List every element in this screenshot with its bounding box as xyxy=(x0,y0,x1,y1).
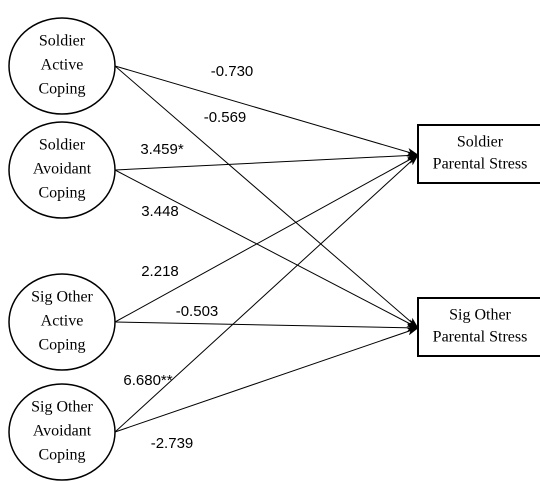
path-coefficient: 2.218 xyxy=(141,263,179,280)
path-coefficient: 3.448 xyxy=(141,203,179,220)
predictor-label: Coping xyxy=(38,81,85,98)
path-arrow xyxy=(114,65,419,329)
path-arrow xyxy=(114,169,419,329)
predictor-label: Coping xyxy=(38,337,85,354)
predictor-label: Active xyxy=(41,57,84,74)
path-coefficient: -0.503 xyxy=(176,303,219,320)
path-coefficient: -2.739 xyxy=(151,435,194,452)
path-arrow xyxy=(114,151,419,171)
path-arrow xyxy=(114,321,419,332)
predictor-label: Sig Other xyxy=(31,289,93,306)
predictor-node xyxy=(8,383,116,481)
predictor-node xyxy=(8,17,116,115)
predictor-label: Soldier xyxy=(39,33,86,50)
path-arrow xyxy=(114,154,419,323)
path-arrow xyxy=(114,65,419,156)
predictor-label: Soldier xyxy=(39,137,86,154)
path-coefficient: -0.730 xyxy=(211,63,254,80)
predictor-label: Coping xyxy=(38,185,85,202)
path-arrow xyxy=(114,154,419,433)
predictor-label: Active xyxy=(41,313,84,330)
outcome-box xyxy=(417,297,540,357)
predictor-label: Avoidant xyxy=(33,161,92,178)
predictor-label: Sig Other xyxy=(31,399,93,416)
outcome-label: Sig Other xyxy=(449,307,511,324)
predictor-node xyxy=(8,273,116,371)
path-coefficient: -0.569 xyxy=(204,109,247,126)
outcome-label: Soldier xyxy=(457,134,504,151)
path-coefficient: 3.459* xyxy=(140,141,184,158)
predictor-label: Avoidant xyxy=(33,423,92,440)
predictor-node xyxy=(8,121,116,219)
outcome-label: Parental Stress xyxy=(433,329,528,346)
outcome-box xyxy=(417,124,540,184)
path-coefficient: 6.680** xyxy=(123,372,172,389)
predictor-label: Coping xyxy=(38,447,85,464)
outcome-label: Parental Stress xyxy=(433,156,528,173)
path-arrow xyxy=(114,327,419,433)
